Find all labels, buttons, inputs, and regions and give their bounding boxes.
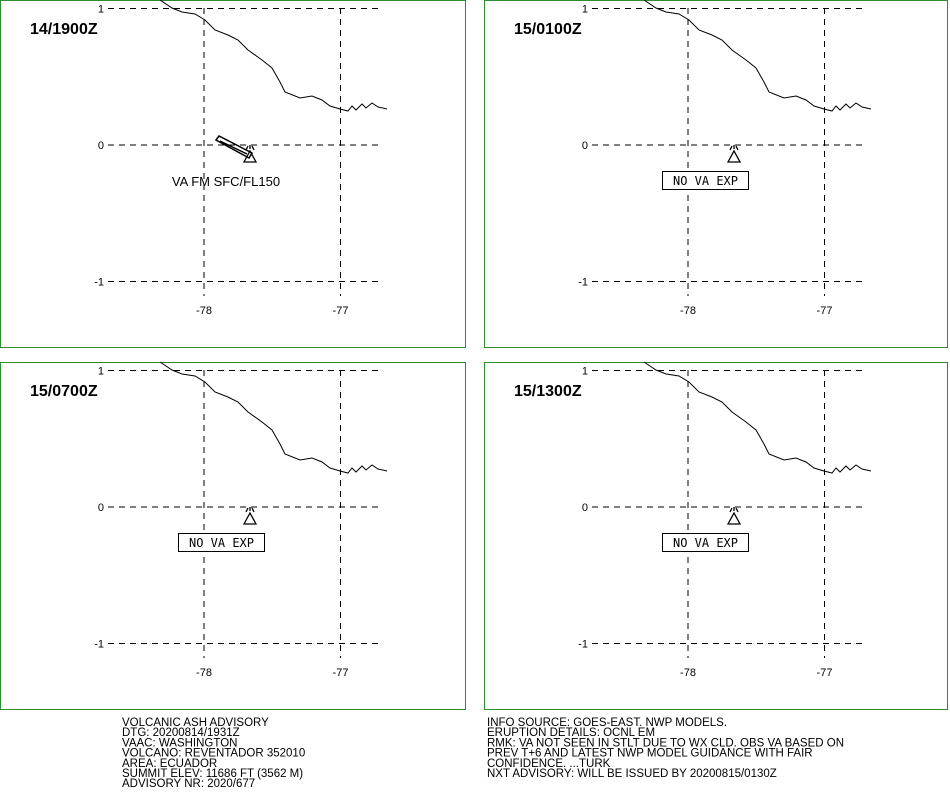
latitude-label: 1 xyxy=(98,366,104,378)
valid-time: 15/0100Z xyxy=(514,21,582,38)
advisory-line: VOLCANIC ASH ADVISORY xyxy=(122,717,269,729)
valid-time: 15/0700Z xyxy=(30,383,98,400)
latitude-label: -1 xyxy=(578,639,588,651)
annotation-text: NO VA EXP xyxy=(673,536,738,550)
coastline xyxy=(159,361,388,474)
annotation-text: NO VA EXP xyxy=(189,536,254,550)
valid-time: 15/1300Z xyxy=(514,383,582,400)
latitude-label: -1 xyxy=(578,277,588,289)
panel-border xyxy=(0,362,466,710)
annotation-box xyxy=(662,171,749,190)
panel-border xyxy=(484,362,948,710)
advisory-line: SUMMIT ELEV: 11686 FT (3562 M) xyxy=(122,768,303,780)
volcano-symbol xyxy=(726,145,742,163)
advisory-line: ERUPTION DETAILS: OCNL EM xyxy=(487,727,655,739)
advisory-line: PREV T+6 AND LATEST NWP MODEL GUIDANCE W… xyxy=(487,748,813,760)
advisory-line: RMK: VA NOT SEEN IN STLT DUE TO WX CLD. … xyxy=(487,737,844,749)
longitude-label: -77 xyxy=(817,667,833,679)
longitude-label: -78 xyxy=(680,305,696,317)
advisory-line: CONFIDENCE. ...TURK xyxy=(487,758,611,770)
ash-label: VA FM SFC/FL150 xyxy=(172,174,280,189)
panel-border xyxy=(484,0,948,348)
volcano-symbol xyxy=(242,145,258,163)
latitude-label: 0 xyxy=(582,140,588,152)
latitude-label: 0 xyxy=(582,502,588,514)
map-panel: 1 0 -1 -78 -77 15/0100Z NO VA EXP xyxy=(484,0,948,348)
advisory-line: VOLCANO: REVENTADOR 352010 xyxy=(122,748,305,760)
latitude-label: -1 xyxy=(94,639,104,651)
advisory-line: AREA: ECUADOR xyxy=(122,758,217,770)
longitude-label: -78 xyxy=(196,667,212,679)
latitude-label: 1 xyxy=(582,4,588,16)
longitude-label: -78 xyxy=(196,305,212,317)
annotation-text: NO VA EXP xyxy=(673,174,738,188)
advisory-line: VAAC: WASHINGTON xyxy=(122,737,237,749)
longitude-label: -77 xyxy=(333,305,349,317)
latitude-label: -1 xyxy=(94,277,104,289)
map-panel: 1 0 -1 -78 -77 15/0700Z NO VA EXP xyxy=(0,361,466,710)
latitude-label: 1 xyxy=(582,366,588,378)
panel-border xyxy=(0,0,466,348)
latitude-label: 0 xyxy=(98,502,104,514)
advisory-line: NXT ADVISORY: WILL BE ISSUED BY 20200815… xyxy=(487,768,777,780)
advisory-line: INFO SOURCE: GOES-EAST. NWP MODELS. xyxy=(487,717,727,729)
annotation-box xyxy=(178,533,265,552)
longitude-label: -78 xyxy=(680,667,696,679)
map-panel: 1 0 -1 -78 -77 15/1300Z NO VA EXP xyxy=(484,361,948,710)
annotation-box xyxy=(662,533,749,552)
longitude-label: -77 xyxy=(817,305,833,317)
latitude-label: 0 xyxy=(98,140,104,152)
advisory-line: DTG: 20200814/1931Z xyxy=(122,727,240,739)
longitude-label: -77 xyxy=(333,667,349,679)
valid-time: 14/1900Z xyxy=(30,21,98,38)
ash-area xyxy=(214,135,254,160)
advisory-line: ADVISORY NR: 2020/677 xyxy=(122,778,255,790)
coastline xyxy=(643,361,872,474)
map-panel: 1 0 -1 -78 -77 14/1900Z VA FM SFC/FL150 xyxy=(0,0,466,348)
volcano-symbol xyxy=(242,507,258,525)
volcano-symbol xyxy=(726,507,742,525)
latitude-label: 1 xyxy=(98,4,104,16)
coastline xyxy=(643,0,872,112)
coastline xyxy=(159,0,388,112)
